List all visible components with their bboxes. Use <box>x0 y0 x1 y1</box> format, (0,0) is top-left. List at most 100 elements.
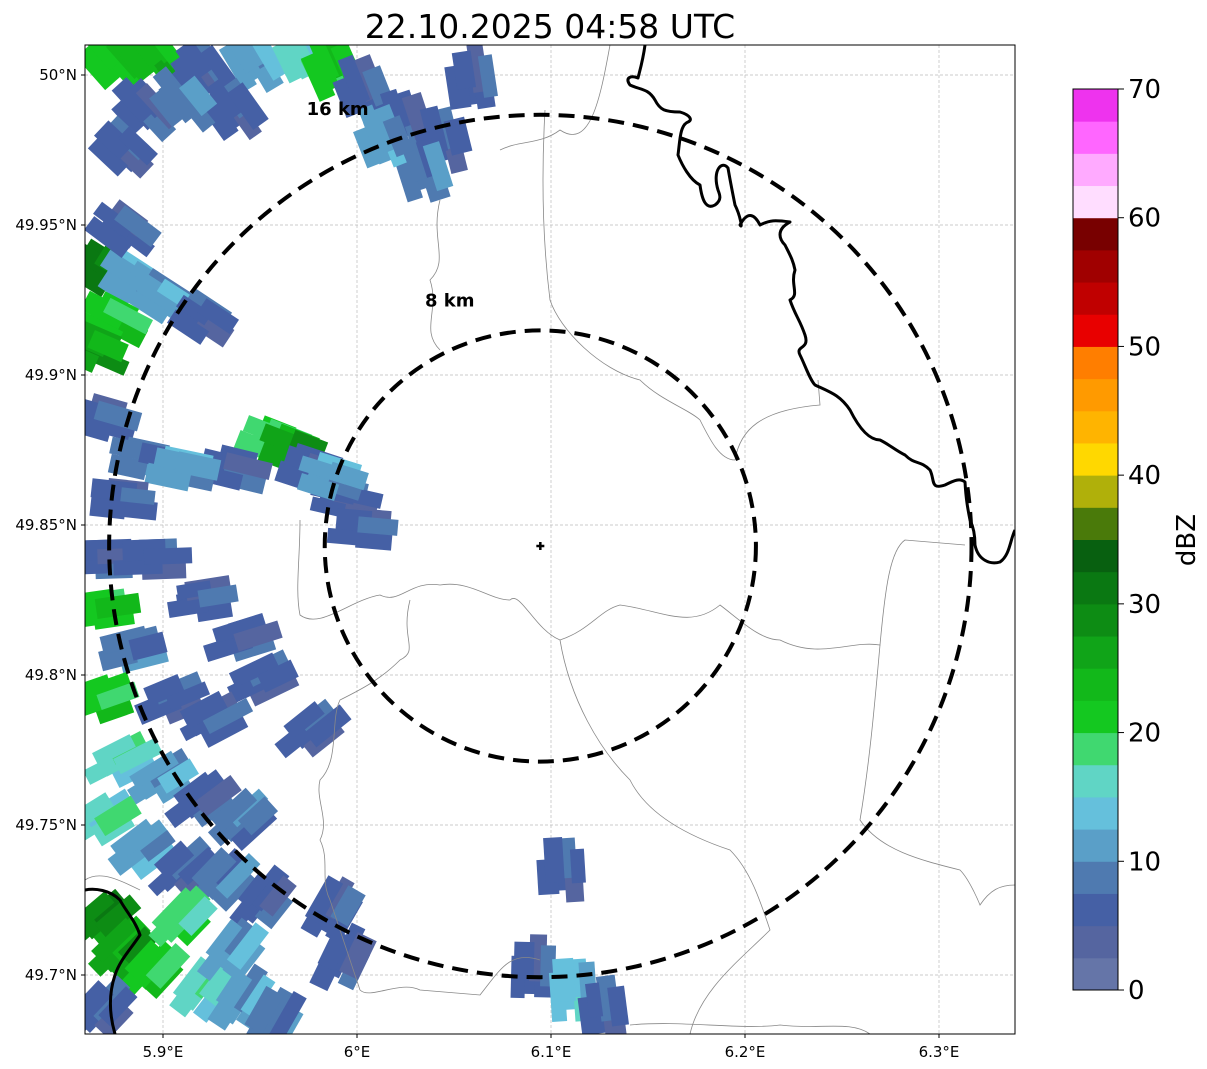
echo-cell <box>210 787 258 833</box>
colorbar-bin <box>1073 507 1118 540</box>
echo-cell <box>85 216 132 259</box>
echo-cell <box>141 940 175 976</box>
y-tick-label: 49.7°N <box>25 966 77 984</box>
echo-cell <box>317 928 351 972</box>
echo-cell <box>358 104 391 156</box>
echo-cell <box>202 697 254 735</box>
colorbar-bin <box>1073 829 1118 862</box>
echo-cell <box>93 120 134 160</box>
colorbar-bin <box>1073 668 1118 701</box>
colorbar-tick-label: 0 <box>1128 976 1145 1006</box>
colorbar-bin <box>1073 732 1118 766</box>
echo-cell <box>165 885 211 931</box>
echo-cell <box>140 830 176 862</box>
echo-cell <box>114 205 162 248</box>
echo-cell <box>157 758 199 794</box>
echo-cell <box>237 796 279 836</box>
echo-cell <box>85 980 114 1021</box>
echo-cell <box>607 985 630 1027</box>
echo-cell <box>97 268 139 306</box>
x-tick-label: 6.1°E <box>531 1043 572 1061</box>
colorbar-bin <box>1073 893 1118 927</box>
colorbar-bin <box>1073 121 1118 154</box>
colorbar-bin <box>1073 153 1118 187</box>
y-tick-label: 50°N <box>39 66 77 84</box>
echo-cell <box>443 116 473 156</box>
echo-cell <box>339 932 377 980</box>
echo-cell <box>99 249 149 291</box>
echo-cell <box>98 986 138 1027</box>
echo-cell <box>177 846 219 886</box>
echo-cell <box>94 592 142 619</box>
x-axis-ticks: 5.9°E 6°E 6.1°E 6.2°E 6.3°E <box>143 1034 959 1061</box>
colorbar: 0 10 20 30 40 50 60 70 <box>1072 75 1161 1006</box>
colorbar-bin <box>1073 185 1118 219</box>
echo-cell <box>219 917 257 959</box>
y-tick-label: 49.75°N <box>15 816 77 834</box>
echo-cell <box>174 451 222 481</box>
echo-cell <box>451 50 477 90</box>
echo-cell <box>332 76 364 118</box>
x-tick-label: 6.2°E <box>725 1043 766 1061</box>
echo-cell <box>120 487 156 505</box>
echo-cell <box>357 516 399 536</box>
echo-cell <box>94 795 142 837</box>
echo-cell <box>199 965 238 1007</box>
echo-cell <box>122 45 166 69</box>
echo-cell <box>110 818 158 862</box>
echo-cell <box>200 45 237 87</box>
echo-cell <box>179 690 229 730</box>
colorbar-bin <box>1073 603 1118 637</box>
range-ring-label-16km: 16 km <box>307 99 369 120</box>
colorbar-bin <box>1073 89 1118 122</box>
echo-cell <box>419 105 449 155</box>
echo-cell <box>93 201 135 239</box>
echo-cell <box>92 734 136 766</box>
echo-cell <box>191 847 237 893</box>
echo-cell <box>212 616 256 644</box>
echo-cell <box>111 77 157 124</box>
echo-cell <box>227 82 269 130</box>
echo-cell <box>215 969 253 1011</box>
echo-cell <box>296 473 340 501</box>
echo-cell <box>111 99 145 135</box>
echo-cell <box>99 625 149 655</box>
echo-cell <box>244 985 284 1034</box>
colorbar-bin <box>1073 539 1118 573</box>
map-area <box>85 45 1015 1034</box>
echo-cell <box>353 125 384 169</box>
echo-cell <box>151 887 197 933</box>
colorbar-bin <box>1073 957 1118 991</box>
echo-cell <box>237 872 271 908</box>
range-ring-8km <box>322 328 758 764</box>
echo-cell <box>248 45 288 81</box>
echo-cell <box>569 848 586 884</box>
echo-cell <box>118 45 158 83</box>
echo-cell <box>89 494 127 520</box>
echo-cell <box>259 875 297 917</box>
echo-cell <box>330 885 366 927</box>
colorbar-bin <box>1073 442 1118 476</box>
echo-cell <box>154 840 195 880</box>
echo-cell <box>152 66 196 114</box>
echo-cell <box>91 917 137 963</box>
echo-cell <box>308 45 340 82</box>
echo-cell <box>257 659 299 693</box>
colorbar-bin <box>1073 764 1118 798</box>
echo-cell <box>246 864 290 912</box>
echo-cell <box>85 45 124 71</box>
colorbar-bin <box>1073 249 1118 283</box>
echo-cell <box>422 141 454 192</box>
echo-cell <box>85 341 100 373</box>
range-ring-16km <box>107 112 974 980</box>
echo-cell <box>113 737 163 775</box>
echo-cell <box>382 115 414 158</box>
echo-cell <box>215 853 261 899</box>
echo-cell <box>143 547 193 565</box>
echo-cell <box>223 45 264 74</box>
echo-cell <box>117 126 158 166</box>
colorbar-bin <box>1073 314 1118 347</box>
echo-cell <box>269 991 307 1034</box>
colorbar-bin <box>1073 925 1118 959</box>
